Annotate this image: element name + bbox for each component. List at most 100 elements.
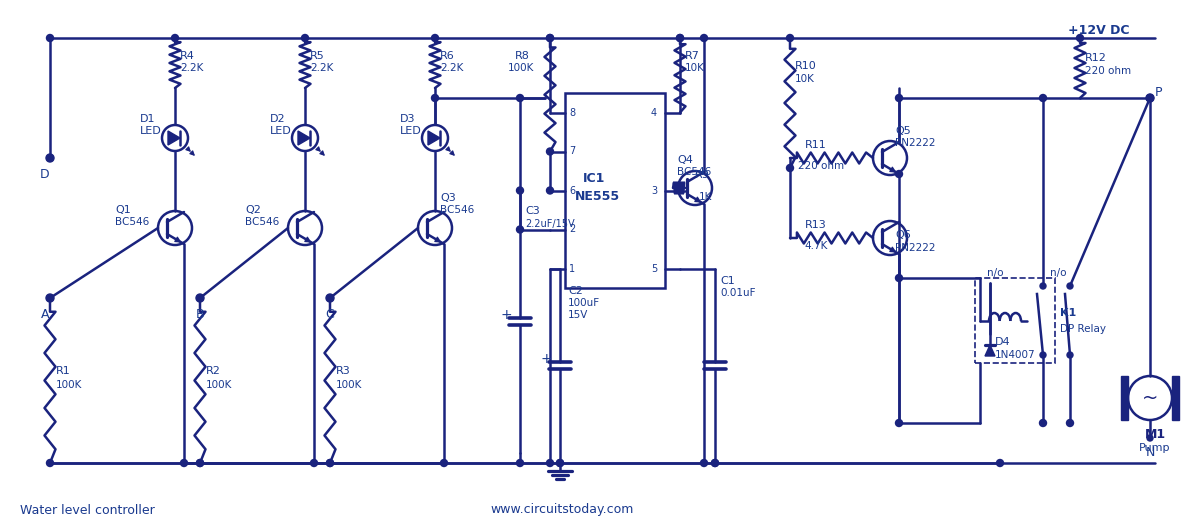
Text: LED: LED bbox=[140, 126, 162, 136]
Bar bbox=[975, 278, 1055, 363]
Text: N: N bbox=[1145, 446, 1155, 458]
Circle shape bbox=[326, 294, 334, 302]
Circle shape bbox=[517, 459, 524, 467]
Circle shape bbox=[896, 275, 903, 281]
Text: NE555: NE555 bbox=[575, 190, 620, 203]
Text: 100K: 100K bbox=[508, 63, 535, 73]
Text: R10: R10 bbox=[795, 61, 817, 71]
Circle shape bbox=[712, 459, 719, 467]
Circle shape bbox=[327, 459, 334, 467]
Circle shape bbox=[546, 34, 554, 42]
Text: 2: 2 bbox=[569, 224, 575, 234]
Text: www.circuitstoday.com: www.circuitstoday.com bbox=[489, 504, 633, 516]
Text: 10K: 10K bbox=[795, 74, 815, 84]
Circle shape bbox=[1040, 283, 1045, 289]
Text: BC546: BC546 bbox=[115, 217, 150, 227]
Circle shape bbox=[546, 459, 554, 467]
Text: 2.2K: 2.2K bbox=[181, 63, 203, 73]
Text: R5: R5 bbox=[310, 51, 324, 61]
Text: P: P bbox=[1155, 87, 1163, 99]
Circle shape bbox=[302, 34, 309, 42]
Text: 3: 3 bbox=[651, 185, 657, 195]
Circle shape bbox=[181, 459, 188, 467]
Circle shape bbox=[310, 459, 317, 467]
Text: 100K: 100K bbox=[336, 380, 362, 390]
Text: IC1: IC1 bbox=[583, 173, 606, 185]
Text: +12V DC: +12V DC bbox=[1068, 24, 1130, 36]
Circle shape bbox=[1040, 95, 1047, 101]
Text: R2: R2 bbox=[206, 366, 221, 376]
Circle shape bbox=[441, 459, 448, 467]
Circle shape bbox=[701, 459, 708, 467]
Text: R13: R13 bbox=[805, 220, 827, 230]
Text: C3: C3 bbox=[525, 205, 539, 215]
Text: LED: LED bbox=[400, 126, 422, 136]
Text: K1: K1 bbox=[1060, 308, 1076, 318]
Text: LED: LED bbox=[270, 126, 292, 136]
Circle shape bbox=[431, 95, 438, 101]
Text: D2: D2 bbox=[270, 114, 285, 124]
Text: D1: D1 bbox=[140, 114, 156, 124]
Text: 4.7K: 4.7K bbox=[804, 241, 827, 251]
Text: 0.01uF: 0.01uF bbox=[720, 288, 756, 298]
Text: 100K: 100K bbox=[56, 380, 82, 390]
Polygon shape bbox=[428, 131, 440, 145]
Circle shape bbox=[1040, 420, 1047, 427]
Text: Q2: Q2 bbox=[245, 205, 261, 215]
Circle shape bbox=[46, 34, 53, 42]
Text: 1: 1 bbox=[569, 263, 575, 274]
Text: BC546: BC546 bbox=[440, 205, 474, 215]
Text: R3: R3 bbox=[336, 366, 350, 376]
Text: BC546: BC546 bbox=[245, 217, 279, 227]
Circle shape bbox=[196, 459, 203, 467]
Text: D3: D3 bbox=[400, 114, 416, 124]
Text: D: D bbox=[40, 167, 50, 181]
Text: Q6: Q6 bbox=[895, 230, 911, 240]
Circle shape bbox=[517, 95, 524, 101]
Text: +: + bbox=[500, 308, 512, 322]
Text: 4: 4 bbox=[651, 108, 657, 118]
Text: D4: D4 bbox=[996, 337, 1011, 347]
Circle shape bbox=[896, 420, 903, 427]
Text: R1: R1 bbox=[56, 366, 71, 376]
Circle shape bbox=[517, 187, 524, 194]
Text: 100uF: 100uF bbox=[568, 298, 600, 308]
Text: +: + bbox=[541, 352, 551, 366]
Text: PN2222: PN2222 bbox=[895, 138, 935, 148]
Text: Q4: Q4 bbox=[677, 155, 693, 165]
Text: 8: 8 bbox=[569, 108, 575, 118]
Circle shape bbox=[517, 226, 524, 233]
Text: C1: C1 bbox=[720, 276, 734, 286]
Polygon shape bbox=[168, 131, 181, 145]
Circle shape bbox=[431, 34, 438, 42]
Text: 5: 5 bbox=[651, 263, 657, 274]
Bar bbox=[1121, 376, 1127, 420]
Text: 7: 7 bbox=[569, 146, 575, 156]
Circle shape bbox=[896, 171, 903, 177]
Circle shape bbox=[896, 95, 903, 101]
Text: 1N4007: 1N4007 bbox=[996, 350, 1036, 360]
Text: R9: R9 bbox=[695, 170, 710, 180]
Circle shape bbox=[786, 34, 794, 42]
Text: n/o: n/o bbox=[1050, 268, 1067, 278]
Text: C2: C2 bbox=[568, 286, 583, 296]
Text: 10K: 10K bbox=[685, 63, 704, 73]
Circle shape bbox=[46, 294, 53, 302]
Circle shape bbox=[786, 165, 794, 172]
Text: 6: 6 bbox=[569, 185, 575, 195]
Text: 2.2uF/15V: 2.2uF/15V bbox=[525, 219, 575, 229]
Text: 100K: 100K bbox=[206, 380, 233, 390]
Circle shape bbox=[701, 34, 708, 42]
Circle shape bbox=[1067, 420, 1074, 427]
Circle shape bbox=[1076, 34, 1083, 42]
Circle shape bbox=[546, 187, 554, 194]
Bar bbox=[565, 93, 665, 288]
Text: Q3: Q3 bbox=[440, 193, 456, 203]
Circle shape bbox=[712, 459, 719, 467]
Text: R7: R7 bbox=[685, 51, 700, 61]
Circle shape bbox=[997, 459, 1004, 467]
Circle shape bbox=[556, 459, 563, 467]
Text: A: A bbox=[40, 307, 49, 320]
Text: C: C bbox=[326, 307, 334, 320]
Circle shape bbox=[1146, 94, 1154, 102]
